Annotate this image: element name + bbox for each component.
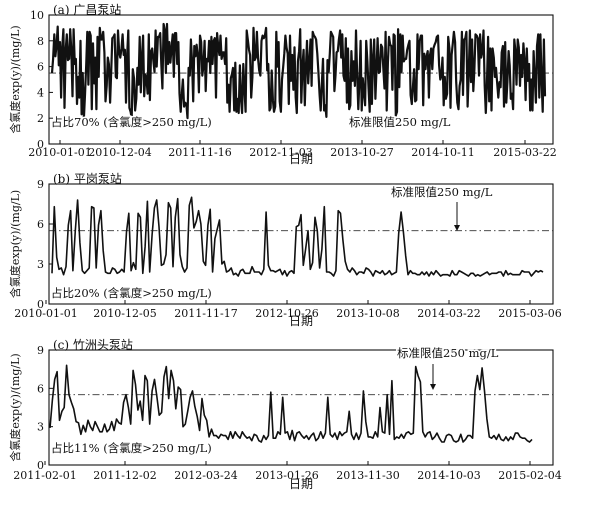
threshold-arrowhead — [430, 384, 436, 390]
y-tick-label: 0 — [37, 138, 44, 151]
x-tick-label: 2013-11-30 — [336, 469, 399, 482]
plot-frame — [48, 14, 554, 145]
x-tick-label: 2014-03-22 — [417, 307, 480, 320]
x-tick-label: 2011-12-02 — [93, 469, 156, 482]
x-tick-label: 2014-10-11 — [411, 146, 474, 159]
x-tick-label: 2015-02-04 — [498, 469, 561, 482]
y-tick-label: 3 — [37, 421, 44, 434]
x-axis-label: 日期 — [289, 152, 313, 166]
x-tick-label: 2011-11-16 — [168, 146, 231, 159]
x-tick-label: 2015-03-06 — [498, 307, 561, 320]
share-note: 占比11% (含氯度>250 mg/L) — [51, 441, 212, 455]
x-tick-label: 2010-12-04 — [88, 146, 151, 159]
x-tick-label: 2012-10-26 — [255, 307, 318, 320]
y-tick-label: 8 — [37, 35, 44, 48]
x-tick-label: 2014-10-03 — [417, 469, 480, 482]
panel-title: (b) 平岗泵站 — [53, 172, 122, 186]
y-tick-label: 6 — [37, 218, 44, 231]
x-axis-label: 日期 — [289, 477, 313, 491]
chart-panel-c: 0 3 6 9 2011-02-01 2011-12-02 2012-03-24 2013-0… — [8, 338, 562, 491]
x-axis-label: 日期 — [289, 314, 313, 328]
share-note: 占比20% (含氯度>250 mg/L) — [51, 286, 212, 300]
y-tick-label: 2 — [37, 112, 44, 125]
threshold-label: 标准限值250 mg/L — [397, 346, 499, 360]
y-tick-label: 9 — [37, 344, 44, 357]
panel-title: (c) 竹洲头泵站 — [53, 338, 133, 352]
x-tick-label: 2013-10-27 — [330, 146, 393, 159]
series-line — [50, 22, 547, 120]
threshold-label: 标准限值250 mg/L — [349, 115, 451, 129]
threshold-arrowhead — [454, 225, 460, 231]
x-tick-label: 2015-03-22 — [493, 146, 556, 159]
y-tick-label: 6 — [37, 61, 44, 74]
plot-frame — [48, 183, 554, 305]
plot-frame — [48, 349, 554, 466]
y-tick-label: 4 — [37, 86, 44, 99]
x-tick-label: 2012-03-24 — [174, 469, 237, 482]
threshold-label: 标准限值250 mg/L — [391, 185, 493, 199]
x-tick-label: 2013-01-26 — [255, 469, 318, 482]
x-tick-label: 2010-01-01 — [14, 307, 77, 320]
x-tick-label: 2011-02-01 — [13, 469, 76, 482]
y-axis-label: 含氯度exp(y)/(mg/L) — [8, 190, 22, 298]
share-note: 占比70% (含氯度>250 mg/L) — [51, 115, 212, 129]
y-tick-label: 9 — [37, 178, 44, 191]
x-tick-label: 2010-01-01 — [28, 146, 91, 159]
x-tick-label: 2013-10-08 — [336, 307, 399, 320]
x-tick-label: 2010-12-05 — [93, 307, 156, 320]
y-tick-label: 0 — [37, 298, 44, 311]
y-tick-label: 10 — [30, 9, 44, 22]
y-tick-label: 0 — [37, 459, 44, 472]
series-line — [49, 364, 533, 443]
x-tick-label: 2012-11-03 — [249, 146, 312, 159]
y-tick-label: 3 — [37, 258, 44, 271]
series-line — [51, 196, 544, 277]
panel-title: (a) 广昌泵站 — [53, 3, 121, 17]
x-tick-label: 2011-11-17 — [174, 307, 237, 320]
y-axis-label: 含氯度exp(y)/(mg/L) — [8, 25, 22, 133]
chart-panel-b: 0 3 6 9 2010-01-01 2010-12-05 2011-11-17 2012-1… — [8, 172, 562, 328]
y-axis-label: 含氯度exp(y)/(mg/L) — [8, 353, 22, 461]
y-tick-label: 6 — [37, 382, 44, 395]
